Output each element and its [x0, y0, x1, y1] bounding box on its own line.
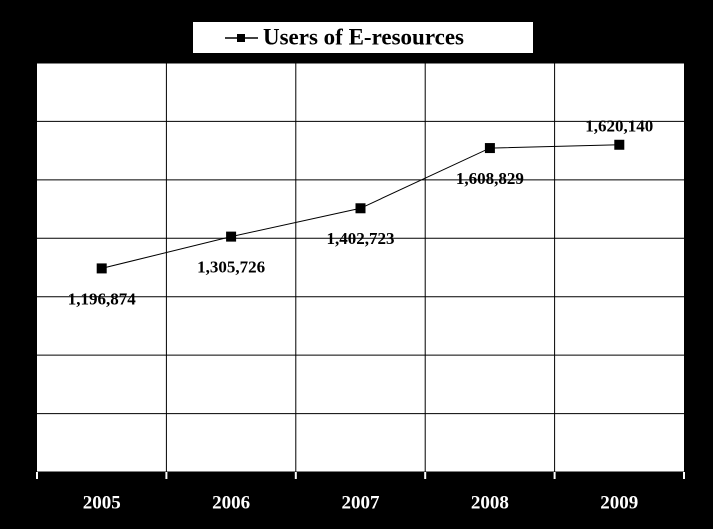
x-tick-label: 2009: [600, 492, 638, 513]
data-point: [355, 203, 366, 214]
plot-area: [37, 63, 684, 472]
data-point: [226, 231, 237, 242]
data-label: 1,196,874: [68, 289, 137, 308]
legend-label: Users of E-resources: [263, 24, 464, 49]
legend-marker: [237, 34, 245, 42]
x-tick-label: 2005: [83, 492, 121, 513]
data-point: [484, 143, 495, 154]
x-tick-label: 2006: [212, 492, 250, 513]
data-label: 1,305,726: [197, 258, 265, 277]
x-tick-label: 2007: [342, 492, 381, 513]
x-tick-label: 2008: [471, 492, 509, 513]
data-label: 1,402,723: [327, 229, 395, 248]
data-label: 1,620,140: [585, 117, 653, 136]
data-point: [614, 139, 625, 150]
data-label: 1,608,829: [456, 169, 524, 188]
data-point: [96, 263, 107, 274]
